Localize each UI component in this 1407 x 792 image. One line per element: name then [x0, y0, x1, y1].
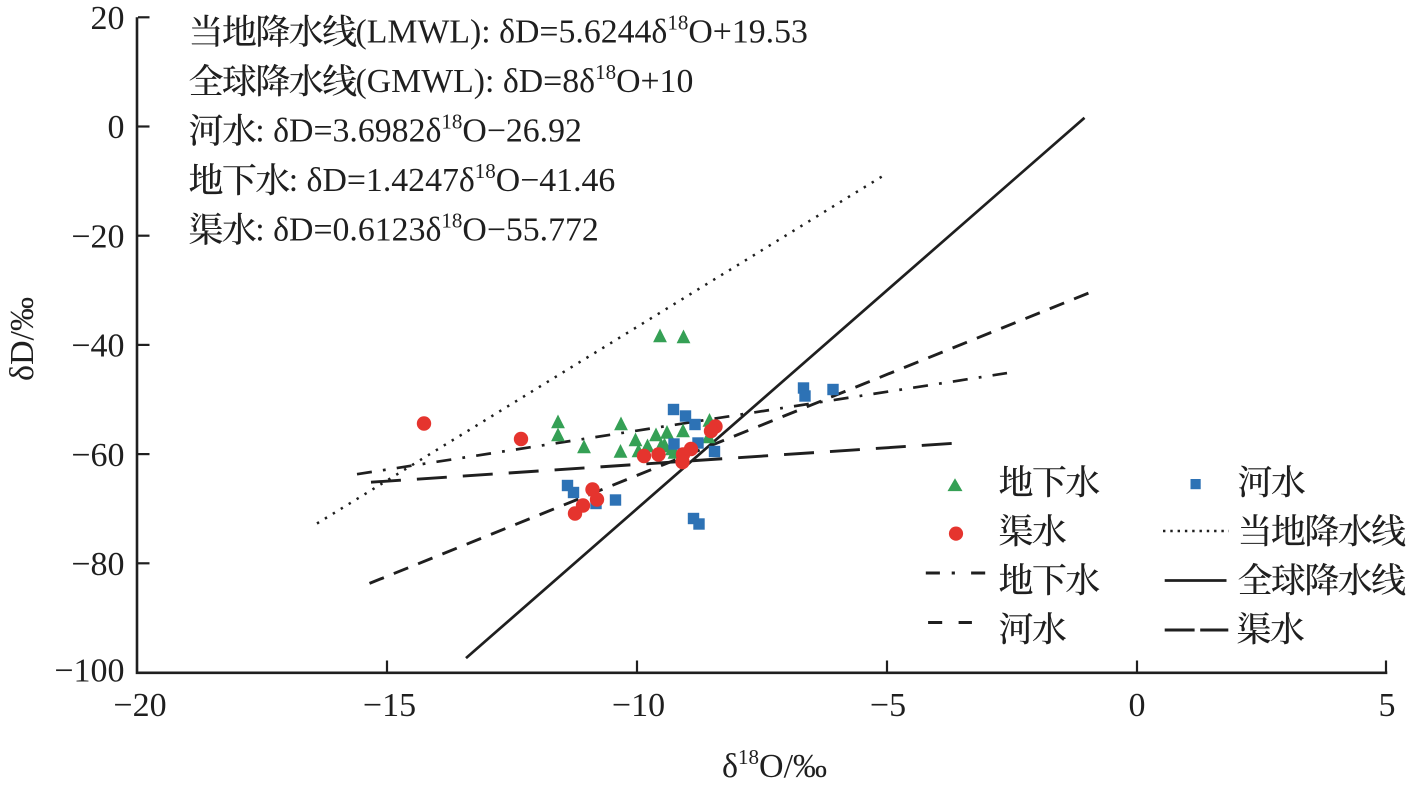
- svg-text:(GMWL): δD=8δ18O+10: (GMWL): δD=8δ18O+10: [356, 60, 694, 100]
- svg-text:−40: −40: [71, 328, 124, 365]
- svg-text:−5: −5: [870, 687, 906, 724]
- svg-text:−10: −10: [612, 687, 665, 724]
- svg-text:(LMWL): δD=5.6244δ18O+19.53: (LMWL): δD=5.6244δ18O+19.53: [356, 11, 808, 51]
- svg-text:−20: −20: [71, 218, 124, 255]
- svg-text:−80: −80: [71, 546, 124, 583]
- svg-text:δD/‰: δD/‰: [4, 297, 41, 381]
- svg-text:−20: −20: [113, 687, 166, 724]
- svg-text:20: 20: [91, 0, 125, 37]
- svg-text:−15: −15: [363, 687, 416, 724]
- svg-text:: δD=1.4247δ18O−41.46: : δD=1.4247δ18O−41.46: [289, 159, 616, 199]
- svg-text:: δD=0.6123δ18O−55.772: : δD=0.6123δ18O−55.772: [255, 209, 599, 249]
- svg-text:0: 0: [1129, 687, 1146, 724]
- svg-text:5: 5: [1379, 687, 1396, 724]
- svg-text:0: 0: [108, 109, 125, 146]
- svg-text:−60: −60: [71, 437, 124, 474]
- svg-text:δ18O/‰: δ18O/‰: [722, 745, 827, 785]
- svg-text:: δD=3.6982δ18O−26.92: : δD=3.6982δ18O−26.92: [255, 110, 582, 150]
- svg-text:−100: −100: [54, 653, 124, 690]
